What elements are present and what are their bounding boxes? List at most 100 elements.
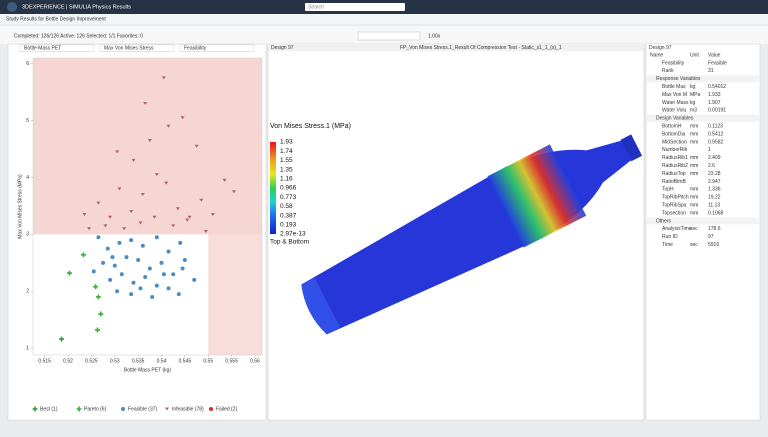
scatter-point[interactable]: [150, 294, 155, 299]
scatter-point[interactable]: [180, 116, 185, 120]
prop-value: 0.00191: [708, 108, 726, 114]
legend-tick-label: 0.58: [280, 203, 293, 210]
scatter-point[interactable]: [131, 158, 136, 162]
scatter-point[interactable]: [231, 190, 236, 194]
search-placeholder[interactable]: Search: [308, 4, 324, 10]
scatter-point[interactable]: [166, 249, 171, 254]
legend-label[interactable]: Infeasible (78): [172, 406, 204, 412]
scatter-point[interactable]: [98, 311, 104, 317]
scatter-point[interactable]: [136, 257, 141, 262]
scatter-point[interactable]: [131, 280, 136, 285]
scatter-point[interactable]: [180, 266, 185, 271]
scatter-point[interactable]: [154, 235, 159, 240]
scatter-point[interactable]: [187, 215, 192, 219]
playback-controls[interactable]: [357, 31, 421, 41]
scatter-point[interactable]: [87, 227, 92, 231]
prop-name: Water Volu: [662, 108, 686, 114]
scatter-point[interactable]: [192, 277, 197, 282]
search-box[interactable]: [305, 3, 405, 11]
scatter-point[interactable]: [122, 227, 127, 231]
scatter-point[interactable]: [101, 260, 106, 265]
scatter-point[interactable]: [121, 407, 125, 411]
scatter-point[interactable]: [117, 187, 122, 191]
scatter-point[interactable]: [138, 286, 143, 291]
scatter-point[interactable]: [96, 235, 101, 240]
scatter-point[interactable]: [140, 243, 145, 248]
scatter-point[interactable]: [178, 240, 183, 245]
scatter-point[interactable]: [129, 210, 134, 214]
selector[interactable]: [99, 44, 175, 52]
scatter-point[interactable]: [94, 327, 100, 333]
scatter-point[interactable]: [210, 212, 215, 216]
legend-label[interactable]: Failed (2): [216, 406, 237, 412]
scatter-point[interactable]: [171, 272, 176, 277]
scatter-point[interactable]: [115, 289, 120, 294]
scatter-point[interactable]: [175, 207, 180, 211]
scatter-point[interactable]: [117, 240, 122, 245]
scatter-point[interactable]: [165, 407, 169, 411]
scatter-point[interactable]: [112, 263, 117, 268]
scatter-point[interactable]: [82, 212, 87, 216]
scatter-point[interactable]: [147, 266, 152, 271]
scatter-point[interactable]: [161, 76, 166, 80]
legend-footer: Top & Bottom: [270, 239, 309, 246]
selector-label: Feasibility: [184, 45, 207, 51]
x-tick-label: 0.56: [250, 358, 260, 364]
scatter-point[interactable]: [143, 275, 148, 280]
scatter-point[interactable]: [59, 336, 65, 342]
scatter-point[interactable]: [108, 277, 113, 282]
scatter-point[interactable]: [194, 144, 199, 148]
scatter-point[interactable]: [152, 215, 157, 219]
legend-label[interactable]: Feasible (37): [128, 406, 158, 412]
scatter-point[interactable]: [129, 292, 134, 297]
prop-unit: mm: [690, 124, 698, 130]
scatter-point[interactable]: [140, 193, 145, 197]
design-title: Design 97: [271, 45, 294, 51]
legend-title: Von Mises Stress.1 (MPa): [270, 123, 351, 130]
scatter-point[interactable]: [108, 215, 113, 219]
scatter-point[interactable]: [138, 221, 143, 225]
scatter-point[interactable]: [166, 286, 171, 291]
scatter-point[interactable]: [164, 181, 169, 185]
scatter-point[interactable]: [159, 260, 164, 265]
scatter-point[interactable]: [80, 252, 86, 258]
scatter-point[interactable]: [161, 272, 166, 277]
scatter-point[interactable]: [166, 124, 171, 128]
y-axis-label: Max Von Mises Stress (MPa): [17, 174, 23, 239]
scatter-point[interactable]: [91, 269, 96, 274]
scatter-point[interactable]: [110, 255, 115, 260]
scatter-point[interactable]: [222, 178, 227, 182]
y-tick-label: 6: [26, 61, 29, 67]
scatter-point[interactable]: [95, 294, 101, 300]
scatter-point[interactable]: [199, 198, 204, 202]
x-tick-label: 0.53: [110, 358, 120, 364]
scatter-point[interactable]: [209, 407, 213, 411]
legend-label[interactable]: Best (1): [40, 406, 58, 412]
legend-label[interactable]: Pareto (6): [84, 406, 107, 412]
scatter-point[interactable]: [119, 272, 124, 277]
scatter-point[interactable]: [154, 173, 159, 177]
scatter-point[interactable]: [143, 102, 148, 106]
scatter-point[interactable]: [203, 230, 208, 234]
scatter-point[interactable]: [103, 224, 108, 228]
tab-title[interactable]: Study Results for Bottle Design Improvem…: [6, 16, 106, 22]
scatter-point[interactable]: [154, 283, 159, 288]
scatter-point[interactable]: [147, 139, 152, 142]
scatter-point[interactable]: [105, 246, 110, 251]
scatter-point[interactable]: [176, 292, 181, 297]
scatter-point[interactable]: [76, 406, 82, 412]
logo[interactable]: [7, 2, 17, 12]
scatter-point[interactable]: [182, 257, 187, 262]
scatter-point[interactable]: [115, 150, 120, 154]
selector[interactable]: [179, 44, 255, 52]
scatter-point[interactable]: [185, 218, 190, 222]
scatter-point[interactable]: [96, 201, 101, 205]
prop-name: RatioBtmB: [662, 179, 687, 185]
scatter-point[interactable]: [171, 224, 176, 228]
selector[interactable]: [19, 44, 95, 52]
scatter-point[interactable]: [124, 255, 129, 260]
scatter-point[interactable]: [93, 284, 99, 290]
scatter-point[interactable]: [32, 406, 38, 412]
scatter-point[interactable]: [129, 238, 134, 243]
scatter-point[interactable]: [66, 270, 72, 276]
